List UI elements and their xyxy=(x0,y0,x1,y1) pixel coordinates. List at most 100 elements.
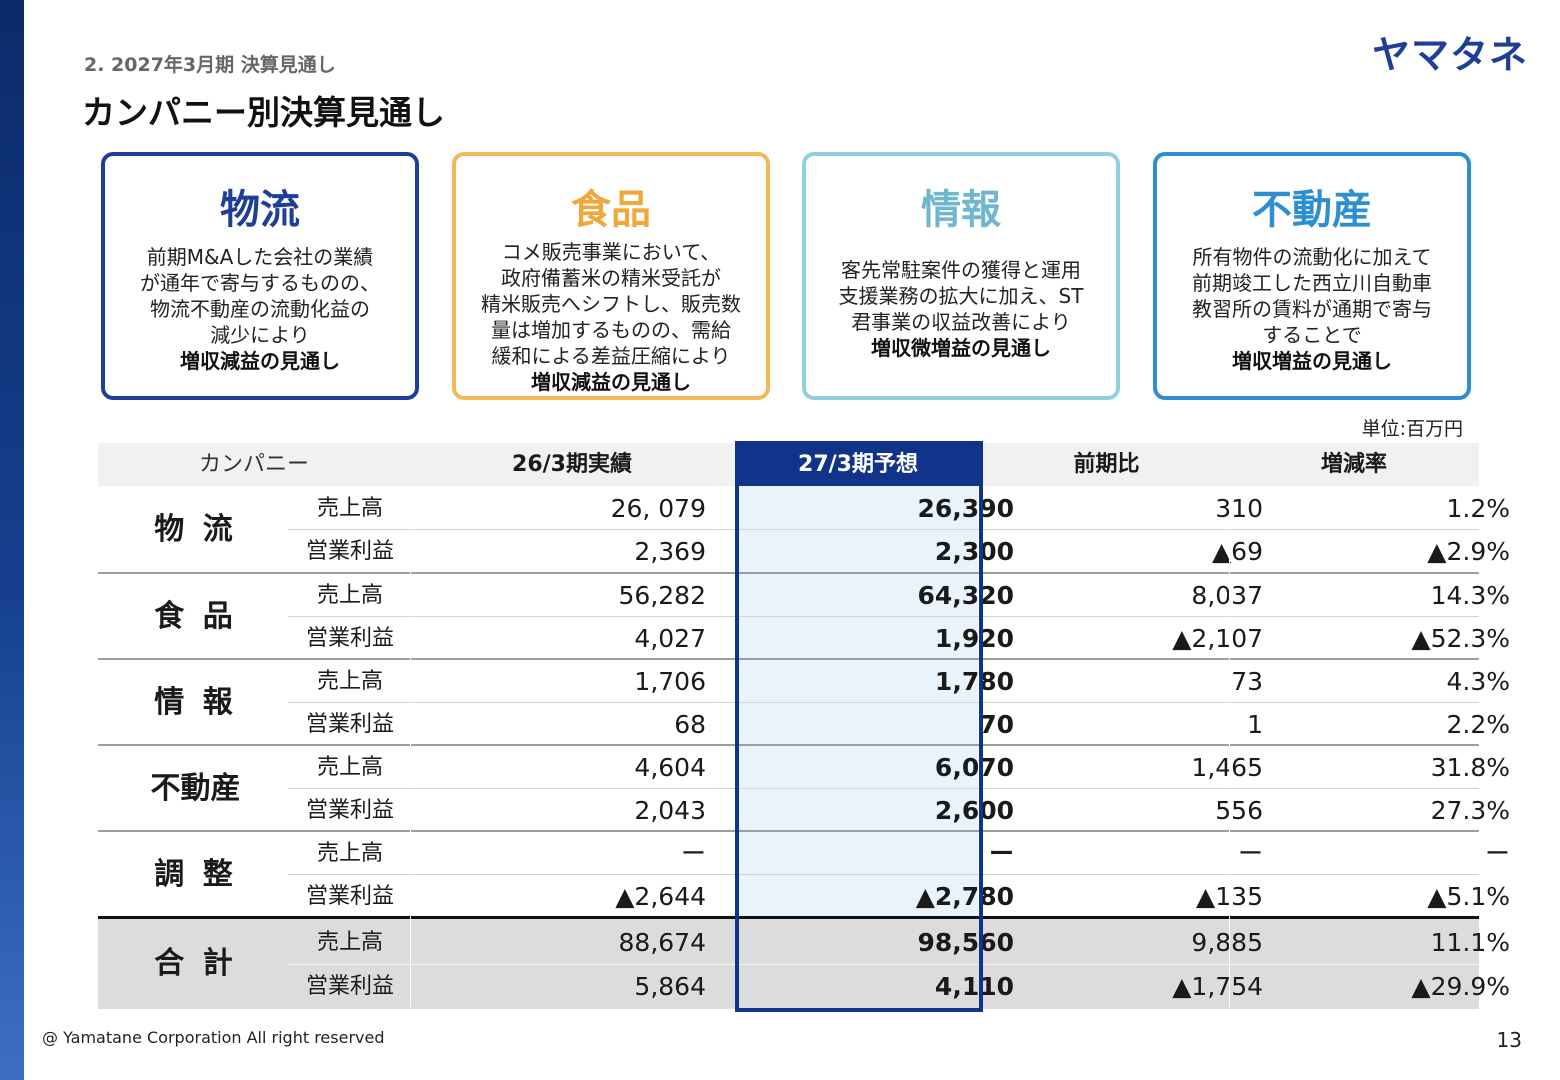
card-line: が通年で寄与するものの、 xyxy=(140,271,380,295)
prev-value: 56,282 xyxy=(618,581,706,610)
forecast-value: 26,390 xyxy=(917,494,1014,523)
card-body: 客先常駐案件の獲得と運用 支援業務の拡大に加え、ST 君事業の収益改善により 増… xyxy=(806,234,1116,384)
card-line: 前期竣工した西立川自動車 xyxy=(1192,271,1432,295)
table-row: 売上高 4,604 6,070 1,465 31.8% xyxy=(288,746,1510,789)
prev-value: 88,674 xyxy=(618,928,706,957)
card-result: 増収減益の見通し xyxy=(180,349,340,373)
forecast-value: 6,070 xyxy=(934,753,1014,782)
table-row: 営業利益 ▲2,644 ▲2,780 ▲135 ▲5.1% xyxy=(288,875,1510,918)
metric-label: 営業利益 xyxy=(305,974,394,999)
metric-label: 営業利益 xyxy=(305,626,394,651)
row-divider xyxy=(288,702,1479,703)
card-line: 物流不動産の流動化益の xyxy=(150,297,370,321)
card-result: 増収増益の見通し xyxy=(1232,349,1392,373)
header-yoy: 前期比 xyxy=(1073,452,1140,477)
metric-label: 営業利益 xyxy=(305,712,394,737)
card-body: 前期M&Aした会社の業績 が通年で寄与するものの、 物流不動産の流動化益の 減少… xyxy=(105,234,415,384)
prev-value: 68 xyxy=(674,710,706,739)
forecast-value: 1,780 xyxy=(934,667,1014,696)
rate-value: 14.3% xyxy=(1430,581,1510,610)
prev-value: ー xyxy=(680,839,706,868)
card-information: 情報 客先常駐案件の獲得と運用 支援業務の拡大に加え、ST 君事業の収益改善によ… xyxy=(802,152,1120,400)
table-row: 売上高 88,674 98,560 9,885 11.1% xyxy=(288,921,1510,964)
yoy-value: 9,885 xyxy=(1191,928,1263,957)
prev-value: ▲2,644 xyxy=(615,882,706,911)
prev-value: 4,027 xyxy=(634,624,706,653)
card-line: することで xyxy=(1262,323,1362,347)
yoy-value: 310 xyxy=(1215,494,1263,523)
forecast-value: 1,920 xyxy=(934,624,1014,653)
card-real-estate: 不動産 所有物件の流動化に加えて 前期竣工した西立川自動車 教習所の賃料が通期で… xyxy=(1153,152,1471,400)
card-line: 前期M&Aした会社の業績 xyxy=(146,245,374,269)
rate-value: ▲2.9% xyxy=(1427,537,1510,566)
section-label: 2. 2027年3月期 決算見通し xyxy=(84,54,336,76)
card-line: 教習所の賃料が通期で寄与 xyxy=(1192,297,1432,321)
card-title: 不動産 xyxy=(1252,187,1372,233)
card-result: 増収微増益の見通し xyxy=(871,336,1051,360)
prev-value: 5,864 xyxy=(634,972,706,1001)
card-line: 所有物件の流動化に加えて xyxy=(1192,245,1432,269)
metric-label: 売上高 xyxy=(316,841,383,866)
card-line: 量は増加するものの、需給 xyxy=(491,317,731,342)
table-row: 売上高 56,282 64,320 8,037 14.3% xyxy=(288,574,1510,617)
rate-value: ▲29.9% xyxy=(1411,972,1510,1001)
metric-label: 売上高 xyxy=(316,930,383,955)
rate-value: 27.3% xyxy=(1430,796,1510,825)
prev-value: 2,043 xyxy=(634,796,706,825)
total-divider xyxy=(98,916,1479,919)
row-divider xyxy=(288,788,1479,789)
card-line: 政府備蓄米の精米受託が xyxy=(501,265,721,290)
yoy-value: ▲69 xyxy=(1211,537,1263,566)
table-row: 営業利益 5,864 4,110 ▲1,754 ▲29.9% xyxy=(288,965,1510,1008)
rate-value: 1.2% xyxy=(1446,494,1510,523)
group-divider xyxy=(98,572,1479,574)
rate-value: ▲5.1% xyxy=(1427,882,1510,911)
segment-food: 食 品 売上高 56,282 64,320 8,037 14.3% 営業利益 4… xyxy=(98,574,1510,660)
table-row: 売上高 26, 079 26,390 310 1.2% xyxy=(288,487,1510,530)
segment-name: 合 計 xyxy=(154,946,237,981)
row-divider xyxy=(288,616,1479,617)
segment-total: 合 計 売上高 88,674 98,560 9,885 11.1% 営業利益 5… xyxy=(98,919,1510,1009)
metric-label: 売上高 xyxy=(316,669,383,694)
card-result: 増収減益の見通し xyxy=(531,369,691,394)
table-row: 売上高 ー ー ー ー xyxy=(288,832,1510,875)
yoy-value: 1 xyxy=(1247,710,1263,739)
card-title: 物流 xyxy=(220,187,300,233)
rate-value: ▲52.3% xyxy=(1411,624,1510,653)
card-logistics: 物流 前期M&Aした会社の業績 が通年で寄与するものの、 物流不動産の流動化益の… xyxy=(101,152,419,400)
card-food: 食品 コメ販売事業において、 政府備蓄米の精米受託が 精米販売へシフトし、販売数… xyxy=(452,152,770,400)
segment-adjustment: 調 整 売上高 ー ー ー ー 営業利益 ▲2,644 ▲2,780 ▲135 … xyxy=(98,832,1510,918)
forecast-value: 64,320 xyxy=(917,581,1014,610)
segment-name: 調 整 xyxy=(154,857,237,892)
prev-value: 1,706 xyxy=(634,667,706,696)
card-title: 情報 xyxy=(921,187,1001,233)
forecast-value: ▲2,780 xyxy=(915,882,1014,911)
card-line: 君事業の収益改善により xyxy=(851,310,1071,334)
table-header: カンパニー 26/3期実績 27/3期予想 前期比 増減率 xyxy=(98,443,1479,486)
prev-value: 2,369 xyxy=(634,537,706,566)
card-line: 客先常駐案件の獲得と運用 xyxy=(841,258,1081,282)
group-divider xyxy=(98,658,1479,660)
table-row: 営業利益 4,027 1,920 ▲2,107 ▲52.3% xyxy=(288,617,1510,660)
row-divider xyxy=(288,964,1479,965)
table-row: 営業利益 2,369 2,300 ▲69 ▲2.9% xyxy=(288,530,1510,573)
segment-name: 食 品 xyxy=(154,599,237,634)
yoy-value: ー xyxy=(1237,839,1263,868)
yoy-value: ▲1,754 xyxy=(1172,972,1263,1001)
header-company: カンパニー xyxy=(198,452,309,477)
yoy-value: 8,037 xyxy=(1191,581,1263,610)
rate-value: 2.2% xyxy=(1446,710,1510,739)
card-line: 精米販売へシフトし、販売数 xyxy=(481,291,741,316)
metric-label: 売上高 xyxy=(316,583,383,608)
group-divider xyxy=(98,744,1479,746)
rate-value: 31.8% xyxy=(1430,753,1510,782)
card-line: コメ販売事業において、 xyxy=(501,239,721,264)
segment-logistics: 物 流 売上高 26, 079 26,390 310 1.2% 営業利益 2,3… xyxy=(98,487,1510,573)
yoy-value: ▲2,107 xyxy=(1172,624,1263,653)
segment-name: 不動産 xyxy=(150,771,241,806)
row-divider xyxy=(288,874,1479,875)
header-change-rate: 増減率 xyxy=(1320,452,1387,477)
table-row: 売上高 1,706 1,780 73 4.3% xyxy=(288,660,1510,703)
segment-name: 情 報 xyxy=(154,685,237,720)
prev-value: 4,604 xyxy=(634,753,706,782)
